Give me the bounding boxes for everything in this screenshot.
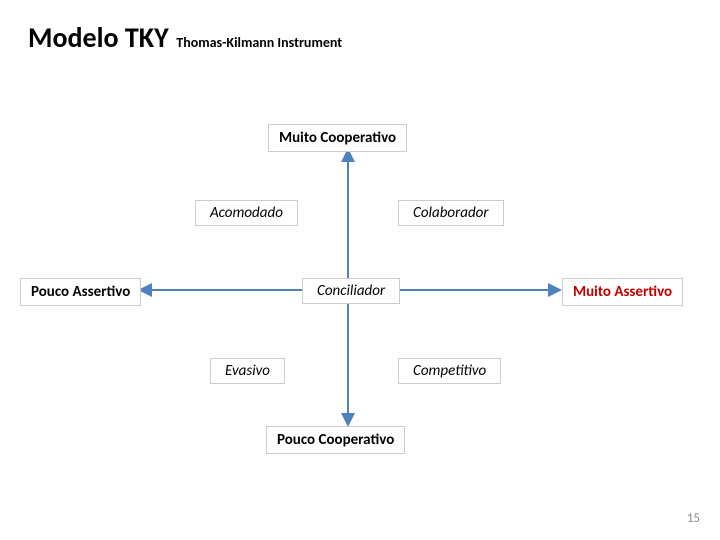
style-evasivo: Evasivo (210, 358, 285, 384)
axis-label-top: Muito Cooperativo (268, 124, 407, 152)
style-conciliador: Conciliador (302, 278, 400, 304)
style-acomodado: Acomodado (195, 200, 298, 226)
axis-label-right: Muito Assertivo (562, 278, 683, 306)
slide-title: Modelo TKY Thomas-Kilmann Instrument (28, 20, 342, 55)
style-colaborador: Colaborador (398, 200, 504, 226)
style-competitivo: Competitivo (398, 358, 501, 384)
axis-label-left: Pouco Assertivo (20, 278, 141, 306)
tki-diagram: Muito Cooperativo Pouco Cooperativo Pouc… (0, 100, 720, 480)
title-main: Modelo TKY (28, 20, 169, 55)
title-sub: Thomas-Kilmann Instrument (176, 34, 342, 51)
axis-label-bottom: Pouco Cooperativo (266, 426, 405, 454)
page-number: 15 (687, 511, 700, 526)
